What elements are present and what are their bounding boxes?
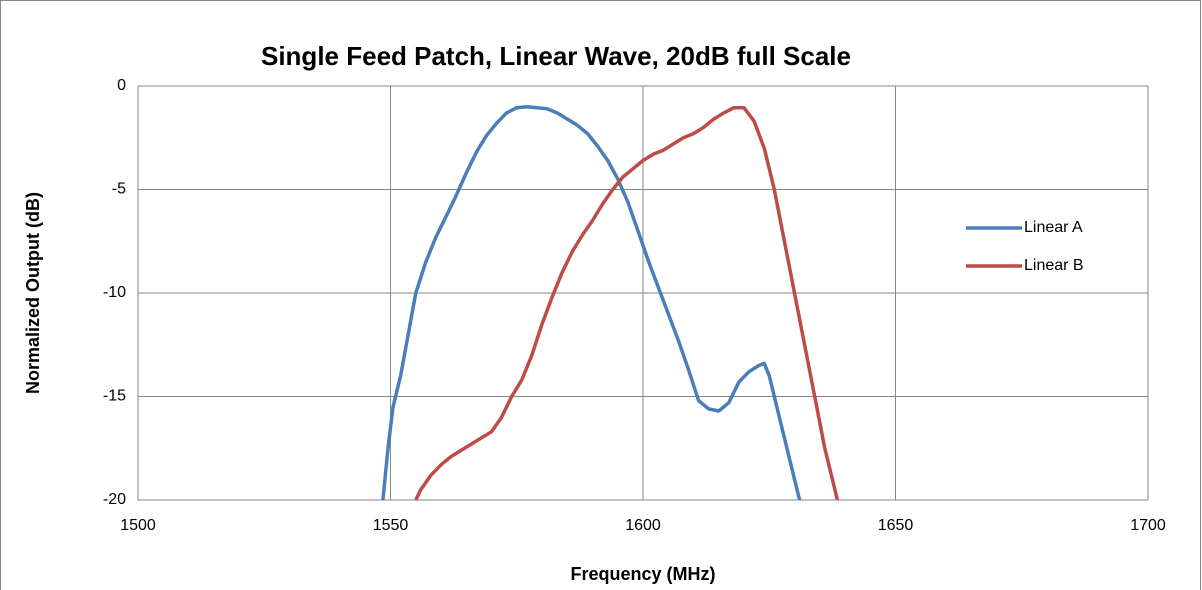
- x-tick-label: 1600: [625, 517, 661, 534]
- series-line: [381, 104, 802, 501]
- legend-label: Linear B: [1024, 257, 1084, 274]
- y-tick-label: -10: [103, 284, 126, 301]
- y-tick-label: -20: [103, 491, 126, 508]
- x-tick-label: 1500: [120, 517, 156, 534]
- legend-label: Linear A: [1024, 219, 1083, 236]
- x-tick-label: 1700: [1130, 517, 1166, 534]
- x-tick-label: 1650: [878, 517, 914, 534]
- y-tick-label: -15: [103, 388, 126, 405]
- chart-title: Single Feed Patch, Linear Wave, 20dB ful…: [261, 41, 851, 71]
- y-tick-label: 0: [117, 77, 126, 94]
- y-axis-label: Normalized Output (dB): [23, 192, 43, 394]
- y-tick-label: -5: [112, 181, 126, 198]
- series-line: [414, 105, 840, 501]
- x-tick-label: 1550: [373, 517, 409, 534]
- x-axis-label: Frequency (MHz): [570, 564, 715, 584]
